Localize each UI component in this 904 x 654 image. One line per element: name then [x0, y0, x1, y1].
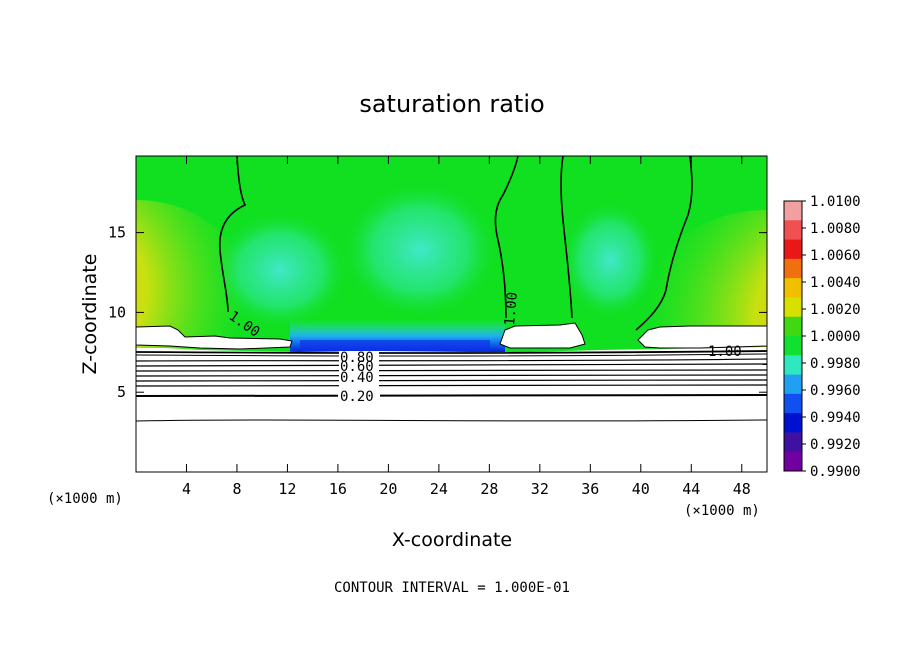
- x-axis-ticks: 4 8 12 16 20 24 28 32 36 40 44 48: [182, 156, 751, 498]
- x-unit-label: (×1000 m): [684, 503, 760, 519]
- plot-frame: [135, 155, 768, 473]
- x-tick-label: 40: [632, 480, 650, 498]
- contour-label-7: 0.20: [340, 389, 374, 405]
- y-tick-label: 5: [117, 383, 126, 401]
- color-field-shading: [136, 180, 767, 390]
- colorbar: 1.0100 1.0080 1.0060 1.0040 1.0020 1.0000 0.99…: [783, 194, 861, 480]
- x-axis-title: X-coordinate: [392, 529, 512, 551]
- x-tick-label: 4: [182, 480, 191, 498]
- contour-interval-note: CONTOUR INTERVAL = 1.000E-01: [334, 580, 570, 596]
- colorbar-swatch: [784, 355, 802, 376]
- colorbar-swatch: [784, 413, 802, 433]
- colorbar-swatch: [784, 278, 802, 298]
- colorbar-swatch: [784, 201, 802, 221]
- pocket-right: [637, 325, 767, 349]
- x-tick-label: 20: [379, 480, 397, 498]
- colorbar-label: 1.0020: [810, 302, 861, 318]
- x-tick-label: 32: [531, 480, 549, 498]
- y-axis-title: Z-coordinate: [79, 254, 101, 375]
- colorbar-label: 1.0000: [810, 329, 861, 345]
- colorbar-label: 0.9940: [810, 410, 861, 426]
- pocket-center: [499, 322, 586, 349]
- x-tick-label: 44: [682, 480, 700, 498]
- contour-label-6: 0.40: [340, 370, 374, 386]
- plot-area: [136, 156, 767, 472]
- contour-label-4: 0.80: [340, 350, 374, 366]
- colorbar-label: 1.0100: [810, 194, 861, 210]
- x-tick-label: 48: [733, 480, 751, 498]
- y-tick-label: 15: [108, 224, 126, 242]
- colorbar-label: 0.9960: [810, 383, 861, 399]
- colorbar-swatch: [784, 258, 802, 279]
- y-axis-ticks: 5 10 15: [108, 224, 767, 401]
- x-tick-label: 8: [232, 480, 241, 498]
- contour-label-3: 1.00: [708, 344, 742, 360]
- x-tick-label: 36: [581, 480, 599, 498]
- contour-lines: [136, 156, 767, 422]
- contour-label-2: 1.00: [502, 291, 521, 326]
- colorbar-swatch: [784, 297, 802, 318]
- contour-label-5: 0.60: [340, 359, 374, 375]
- colorbar-label: 1.0060: [810, 248, 861, 264]
- y-tick-label: 10: [108, 303, 126, 321]
- colorbar-swatch: [784, 239, 802, 260]
- x-tick-label: 12: [278, 480, 296, 498]
- colorbar-label: 1.0080: [810, 221, 861, 237]
- colorbar-swatch: [784, 432, 802, 453]
- colorbar-swatch: [784, 393, 802, 414]
- x-tick-label: 24: [430, 480, 448, 498]
- colorbar-swatch: [784, 451, 802, 472]
- colorbar-label: 0.9920: [810, 437, 861, 453]
- z-unit-label: (×1000 m): [47, 491, 123, 507]
- chart-title: saturation ratio: [359, 90, 544, 118]
- colorbar-swatch: [784, 374, 802, 395]
- colorbar-swatch: [784, 336, 802, 356]
- colorbar-swatch: [784, 220, 802, 241]
- x-tick-label: 28: [480, 480, 498, 498]
- colorbar-swatch: [784, 316, 802, 337]
- colorbar-label: 0.9900: [810, 464, 861, 480]
- colorbar-label: 1.0040: [810, 275, 861, 291]
- pocket-left: [136, 325, 293, 350]
- colorbar-label: 0.9980: [810, 356, 861, 372]
- subsaturated-region: [136, 347, 767, 472]
- x-tick-label: 16: [329, 480, 347, 498]
